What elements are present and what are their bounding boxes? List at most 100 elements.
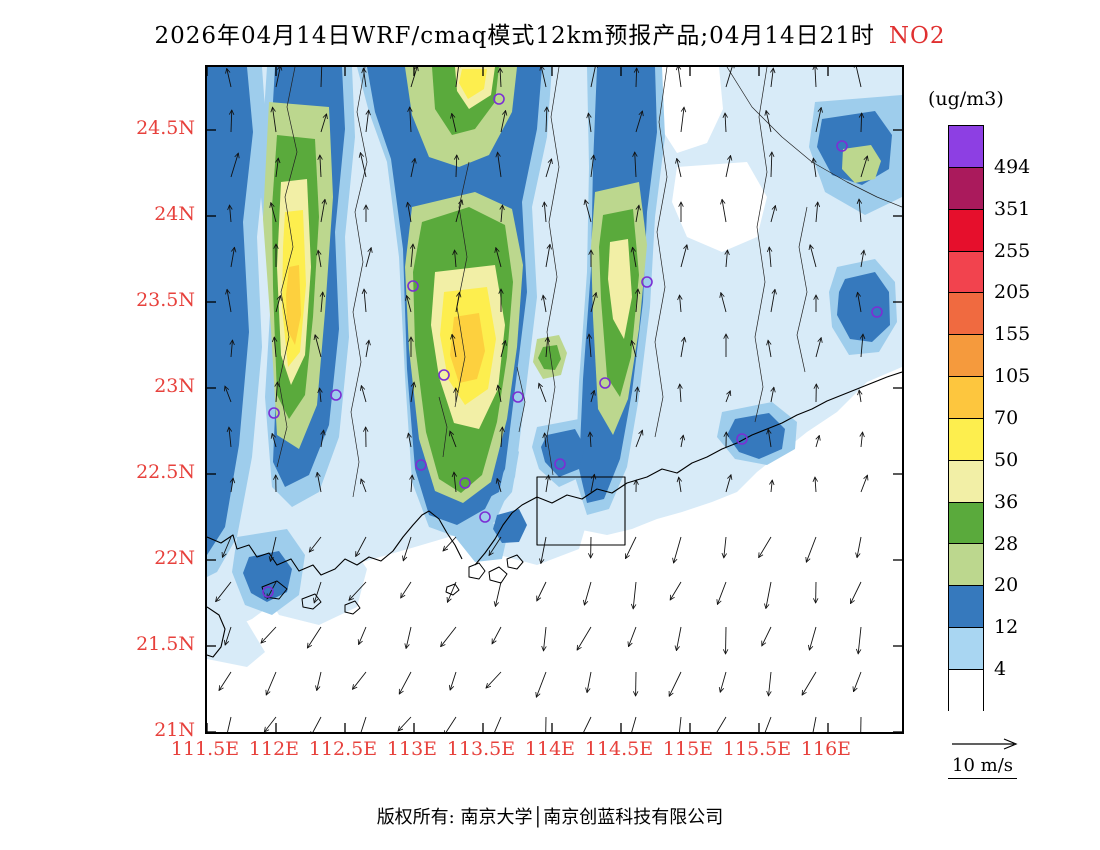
wind-arrow-icon <box>590 67 596 88</box>
fill-white-gap-1 <box>655 67 723 153</box>
wind-arrow-icon <box>309 536 322 552</box>
wind-arrow-icon <box>225 626 232 645</box>
boundary-province-5 <box>654 67 668 438</box>
wind-arrow-icon <box>587 671 592 693</box>
fill-pyellow-D <box>608 239 632 339</box>
wind-arrow-icon <box>500 110 506 133</box>
wind-arrow-icon <box>537 581 547 601</box>
wind-arrow-icon <box>725 475 731 493</box>
wind-arrow-icon <box>677 158 682 178</box>
wind-arrow-icon <box>859 199 861 223</box>
wind-arrow-icon <box>812 716 817 732</box>
wind-arrow-icon <box>321 292 323 313</box>
wind-arrow-icon <box>410 67 417 88</box>
wind-arrow-icon <box>633 247 637 268</box>
wind-arrow-icon <box>495 581 502 606</box>
wind-arrow-icon <box>541 536 547 564</box>
colorbar-cell <box>949 126 983 168</box>
wind-arrow-icon <box>769 247 771 268</box>
colorbar-cell <box>949 377 983 419</box>
wind-arrow-icon <box>726 250 727 268</box>
lat-tick-label: 21N <box>154 719 195 741</box>
wind-arrow-icon <box>771 387 774 403</box>
wind-arrow-icon <box>680 295 681 313</box>
wind-arrow-icon <box>720 671 727 692</box>
wind-arrow-icon <box>455 250 456 268</box>
lon-tick-label: 114E <box>524 738 576 760</box>
title-pollutant: NO2 <box>888 23 946 49</box>
city-marker-icon <box>871 306 883 318</box>
boundary-province-9 <box>438 396 448 458</box>
wind-arrow-icon <box>670 581 682 600</box>
wind-arrow-icon <box>543 295 546 313</box>
wind-arrow-icon <box>816 435 819 448</box>
wind-arrow-icon <box>628 626 637 647</box>
wind-arrow-icon <box>768 671 771 696</box>
colorbar-cell <box>949 669 983 712</box>
wind-arrow-icon <box>450 431 457 448</box>
wind-arrow-icon <box>410 158 415 178</box>
wind-arrow-icon <box>321 430 324 448</box>
wind-arrow-icon <box>858 626 862 654</box>
wind-arrow-icon <box>222 536 232 557</box>
wind-arrow-icon <box>455 67 459 88</box>
wind-arrow-icon <box>411 475 412 493</box>
city-marker-icon <box>479 511 491 523</box>
wind-arrow-icon <box>401 581 412 598</box>
wind-arrow-icon <box>231 340 232 358</box>
wind-arrow-icon <box>455 292 459 313</box>
lon-tick-label: 115.5E <box>722 738 792 760</box>
colorbar-tick-label: 351 <box>994 197 1031 220</box>
city-marker-icon <box>268 407 280 419</box>
wind-arrow-icon <box>494 716 502 732</box>
concentration-fill-layers <box>207 67 902 667</box>
fill-green-spot <box>538 345 561 370</box>
wind-arrow-icon <box>492 626 502 644</box>
city-marker-icon <box>330 389 342 401</box>
city-marker-icon <box>262 586 274 598</box>
wind-arrow-icon <box>444 716 457 732</box>
wind-arrow-icon <box>859 390 861 403</box>
lon-tick-label: 114.5E <box>584 738 654 760</box>
city-marker-icon <box>415 459 427 471</box>
wind-arrow-icon <box>315 335 322 358</box>
wind-arrow-icon <box>545 159 552 178</box>
boundary-island-3 <box>506 554 524 570</box>
boundary-island-2 <box>488 566 508 584</box>
wind-arrow-icon <box>219 671 232 690</box>
wind-arrow-icon <box>590 293 596 313</box>
wind-arrow-icon <box>261 626 277 643</box>
wind-arrow-icon <box>861 334 863 358</box>
wind-arrow-icon <box>227 716 232 732</box>
wind-arrow-icon <box>635 430 642 448</box>
wind-arrow-icon <box>229 427 231 448</box>
wind-arrow-icon <box>500 68 501 88</box>
wind-arrow-icon <box>813 158 816 178</box>
city-marker-icon <box>641 276 653 288</box>
boundary-island-1 <box>468 562 486 580</box>
city-marker-icon <box>459 477 471 489</box>
wind-arrow-icon <box>403 536 412 561</box>
colorbar-cell <box>949 460 983 503</box>
copyright-footer: 版权所有: 南京大学│南京创蓝科技有限公司 <box>376 807 724 828</box>
wind-arrow-icon <box>860 156 867 178</box>
wind-arrow-icon <box>725 113 726 133</box>
colorbar-cell <box>949 251 983 294</box>
boundary-island-4 <box>445 583 460 596</box>
wind-arrow-icon <box>408 433 411 448</box>
wind-arrow-icon <box>271 203 277 223</box>
wind-arrow-icon <box>768 340 771 358</box>
wind-arrow-icon <box>275 67 281 88</box>
boundary-coast-west <box>207 510 463 576</box>
wind-arrow-icon <box>498 152 502 178</box>
fill-steel-H <box>727 413 785 459</box>
colorbar-tick-label: 70 <box>994 407 1019 429</box>
wind-arrow-icon <box>230 247 234 268</box>
wind-arrow-icon <box>314 581 322 603</box>
boundary-peninsula-sw <box>207 606 226 658</box>
wind-arrow-icon <box>676 626 682 651</box>
wind-arrow-icon <box>857 536 862 558</box>
city-marker-icon <box>512 391 524 403</box>
wind-arrow-icon <box>678 67 682 88</box>
